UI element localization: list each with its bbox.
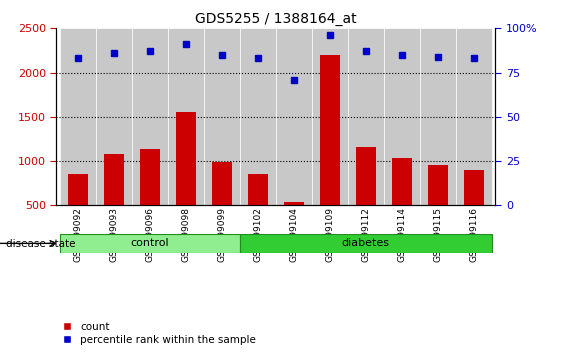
Bar [104,154,124,250]
Bar [284,202,304,250]
Title: GDS5255 / 1388164_at: GDS5255 / 1388164_at [195,12,357,26]
FancyBboxPatch shape [348,29,384,205]
Bar [240,234,492,253]
Bar [212,162,232,250]
Bar [176,112,196,250]
Text: control: control [131,238,169,249]
FancyBboxPatch shape [168,29,204,205]
Bar [60,234,240,253]
Bar [356,147,376,250]
FancyBboxPatch shape [312,29,348,205]
FancyBboxPatch shape [420,29,456,205]
Text: diabetes: diabetes [342,238,390,249]
FancyBboxPatch shape [456,29,492,205]
FancyBboxPatch shape [240,29,276,205]
FancyBboxPatch shape [96,29,132,205]
Bar [248,175,268,250]
FancyBboxPatch shape [276,29,312,205]
Bar [464,170,484,250]
Bar [320,55,339,250]
FancyBboxPatch shape [60,29,96,205]
FancyBboxPatch shape [204,29,240,205]
Bar [68,175,88,250]
Text: disease state: disease state [6,239,75,249]
FancyBboxPatch shape [132,29,168,205]
Legend: count, percentile rank within the sample: count, percentile rank within the sample [61,322,256,345]
Bar [392,158,412,250]
FancyBboxPatch shape [384,29,420,205]
Bar [428,165,448,250]
Bar [140,149,160,250]
